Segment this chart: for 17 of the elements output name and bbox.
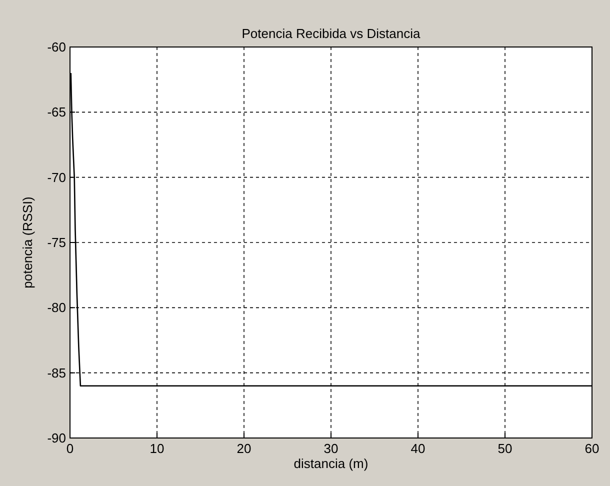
y-tick-label: -70 [47,170,66,185]
x-tick-label: 0 [66,441,74,456]
y-tick-label: -60 [47,40,66,54]
x-tick-label: 10 [150,441,164,456]
x-tick-label: 30 [324,441,338,456]
x-tick-label: 50 [498,441,512,456]
x-tick-label: 60 [584,441,600,456]
y-tick-label: -90 [47,430,66,446]
x-tick-label: 20 [236,441,252,456]
chart-title: Potencia Recibida vs Distancia [242,26,422,41]
x-axis-title: distancia (m) [294,456,368,471]
y-tick-label: -85 [47,365,66,380]
x-tick-label: 40 [410,441,426,456]
y-tick-label: -65 [47,104,66,120]
y-tick-label: -75 [47,235,66,250]
y-axis-title: potencia (RSSI) [20,196,35,288]
y-tick-label: -80 [47,300,66,316]
